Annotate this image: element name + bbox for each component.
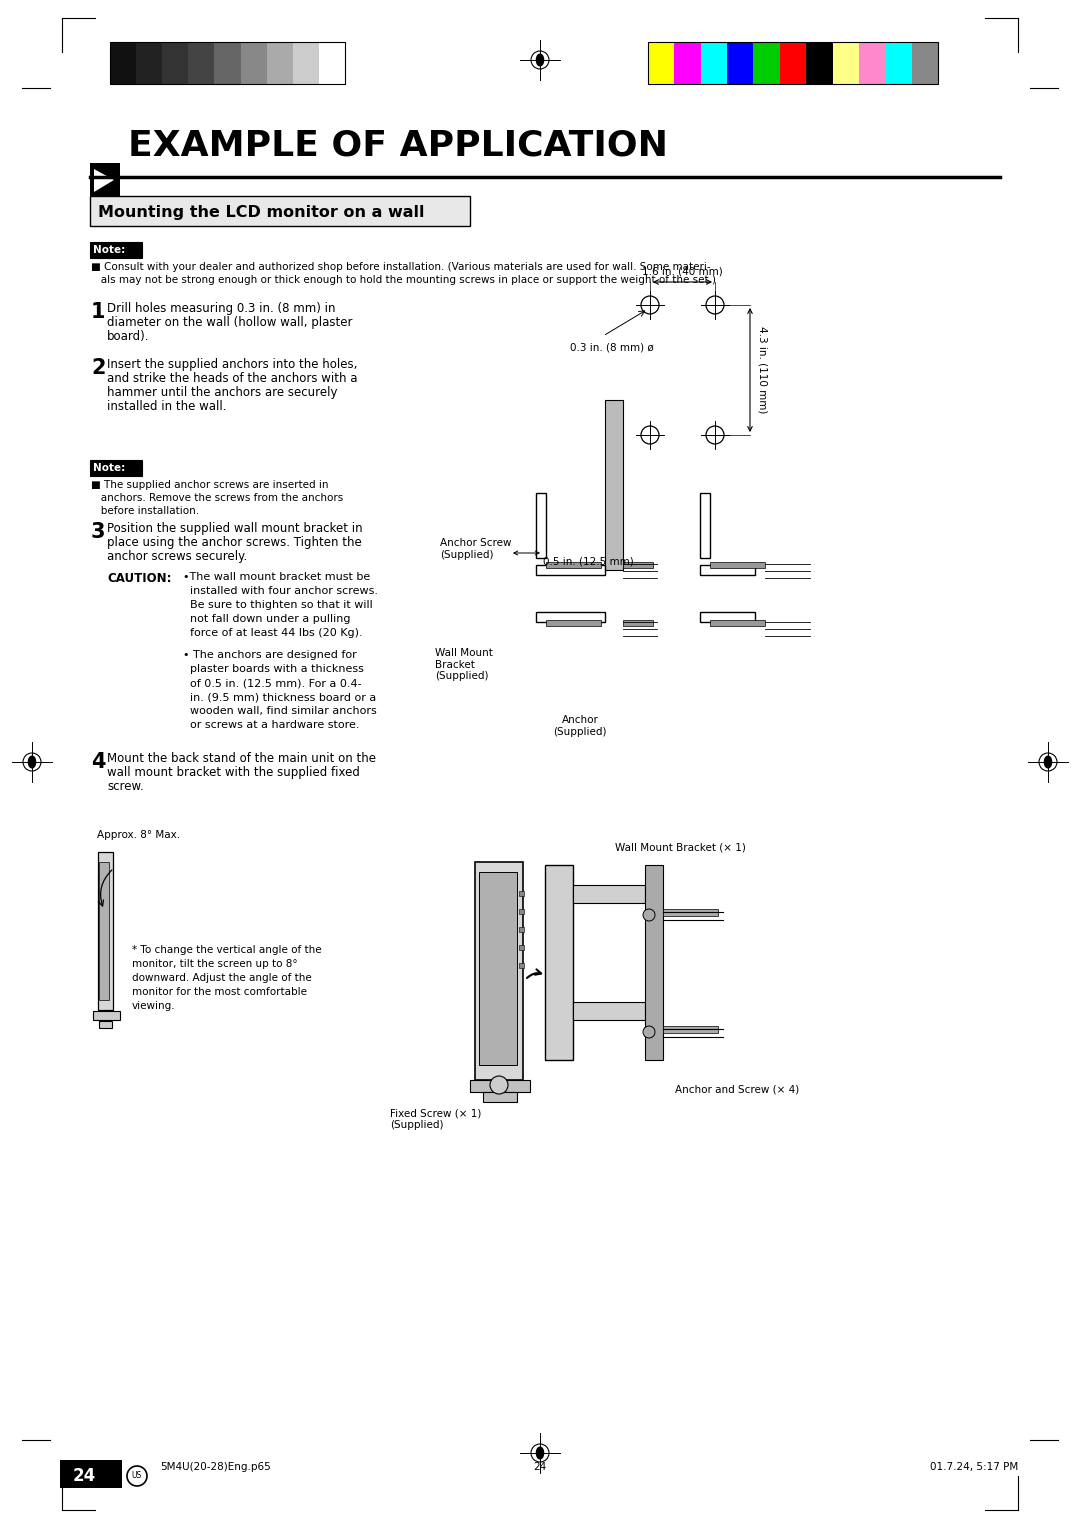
- Polygon shape: [94, 170, 114, 193]
- Text: Drill holes measuring 0.3 in. (8 mm) in: Drill holes measuring 0.3 in. (8 mm) in: [107, 303, 336, 315]
- Text: Insert the supplied anchors into the holes,: Insert the supplied anchors into the hol…: [107, 358, 357, 371]
- Bar: [475, 862, 523, 1080]
- Bar: [912, 41, 939, 84]
- Bar: [536, 494, 546, 558]
- Text: monitor for the most comfortable: monitor for the most comfortable: [132, 987, 307, 996]
- Circle shape: [643, 909, 654, 921]
- Text: 2: 2: [91, 358, 106, 377]
- Text: anchors. Remove the screws from the anchors: anchors. Remove the screws from the anch…: [91, 494, 343, 503]
- Bar: [546, 562, 600, 568]
- Text: Note:: Note:: [93, 463, 125, 474]
- Text: 5M4U(20-28)Eng.p65: 5M4U(20-28)Eng.p65: [160, 1462, 271, 1471]
- Bar: [700, 494, 710, 558]
- Text: Anchor
(Supplied): Anchor (Supplied): [553, 715, 607, 736]
- Bar: [700, 565, 755, 575]
- Text: als may not be strong enough or thick enough to hold the mounting screws in plac: als may not be strong enough or thick en…: [91, 275, 716, 286]
- Bar: [267, 41, 293, 84]
- Bar: [886, 41, 912, 84]
- Bar: [110, 41, 136, 84]
- Bar: [519, 944, 524, 950]
- Text: before installation.: before installation.: [91, 506, 199, 516]
- Text: monitor, tilt the screen up to 8°: monitor, tilt the screen up to 8°: [132, 960, 298, 969]
- Bar: [519, 927, 524, 932]
- Text: 1: 1: [91, 303, 106, 322]
- Bar: [663, 1025, 718, 1033]
- Text: not fall down under a pulling: not fall down under a pulling: [183, 614, 351, 623]
- Bar: [93, 1012, 120, 1021]
- Ellipse shape: [28, 756, 36, 769]
- Bar: [90, 163, 120, 199]
- Text: or screws at a hardware store.: or screws at a hardware store.: [183, 720, 360, 730]
- Text: Anchor Screw
(Supplied): Anchor Screw (Supplied): [440, 538, 512, 559]
- Text: Mounting the LCD monitor on a wall: Mounting the LCD monitor on a wall: [98, 205, 424, 220]
- Text: 24: 24: [73, 1467, 96, 1485]
- Bar: [110, 41, 345, 84]
- Bar: [90, 196, 470, 226]
- Text: screw.: screw.: [107, 779, 144, 793]
- Text: 24: 24: [534, 1462, 546, 1471]
- Bar: [674, 41, 701, 84]
- Bar: [99, 862, 109, 999]
- Text: Wall Mount
Bracket
(Supplied): Wall Mount Bracket (Supplied): [435, 648, 492, 681]
- Bar: [536, 613, 605, 622]
- Text: Approx. 8° Max.: Approx. 8° Max.: [97, 830, 180, 840]
- Text: anchor screws securely.: anchor screws securely.: [107, 550, 247, 562]
- Bar: [780, 41, 806, 84]
- Bar: [136, 41, 162, 84]
- Ellipse shape: [1044, 756, 1052, 769]
- Bar: [623, 620, 653, 626]
- Bar: [605, 400, 623, 570]
- Text: 0.3 in. (8 mm) ø: 0.3 in. (8 mm) ø: [570, 342, 653, 351]
- Text: CAUTION:: CAUTION:: [107, 571, 172, 585]
- Text: ■ Consult with your dealer and authorized shop before installation. (Various mat: ■ Consult with your dealer and authorize…: [91, 261, 711, 272]
- Bar: [99, 1021, 112, 1028]
- Text: Mount the back stand of the main unit on the: Mount the back stand of the main unit on…: [107, 752, 376, 766]
- Text: place using the anchor screws. Tighten the: place using the anchor screws. Tighten t…: [107, 536, 362, 549]
- Text: EXAMPLE OF APPLICATION: EXAMPLE OF APPLICATION: [129, 128, 669, 162]
- Bar: [727, 41, 754, 84]
- Text: viewing.: viewing.: [132, 1001, 176, 1012]
- Bar: [701, 41, 727, 84]
- Bar: [162, 41, 188, 84]
- Bar: [710, 620, 765, 626]
- Bar: [623, 562, 653, 568]
- Text: Fixed Screw (× 1)
(Supplied): Fixed Screw (× 1) (Supplied): [390, 1108, 482, 1129]
- Text: plaster boards with a thickness: plaster boards with a thickness: [183, 665, 364, 674]
- Text: US: US: [132, 1471, 143, 1481]
- Bar: [710, 562, 765, 568]
- Bar: [700, 613, 755, 622]
- Bar: [648, 41, 939, 84]
- Text: 1.6 in. (40 mm): 1.6 in. (40 mm): [643, 267, 723, 277]
- Bar: [215, 41, 241, 84]
- Text: hammer until the anchors are securely: hammer until the anchors are securely: [107, 387, 337, 399]
- Text: * To change the vertical angle of the: * To change the vertical angle of the: [132, 944, 322, 955]
- Text: force of at least 44 lbs (20 Kg).: force of at least 44 lbs (20 Kg).: [183, 628, 363, 639]
- Circle shape: [643, 1025, 654, 1038]
- Circle shape: [490, 1076, 508, 1094]
- Text: 4.3 in. (110 mm): 4.3 in. (110 mm): [758, 327, 768, 414]
- Bar: [545, 865, 573, 1060]
- Bar: [806, 41, 833, 84]
- Bar: [90, 241, 141, 258]
- Text: installed in the wall.: installed in the wall.: [107, 400, 227, 413]
- Bar: [648, 41, 674, 84]
- Bar: [663, 909, 718, 915]
- Text: Anchor and Screw (× 4): Anchor and Screw (× 4): [675, 1085, 799, 1096]
- Text: •The wall mount bracket must be: •The wall mount bracket must be: [183, 571, 370, 582]
- Text: 0.5 in. (12.5 mm): 0.5 in. (12.5 mm): [543, 558, 634, 567]
- Text: wooden wall, find similar anchors: wooden wall, find similar anchors: [183, 706, 377, 717]
- Bar: [470, 1080, 530, 1093]
- Text: 3: 3: [91, 523, 106, 542]
- Bar: [573, 1002, 645, 1021]
- Bar: [519, 909, 524, 914]
- Text: in. (9.5 mm) thickness board or a: in. (9.5 mm) thickness board or a: [183, 692, 376, 701]
- Bar: [859, 41, 886, 84]
- Text: downward. Adjust the angle of the: downward. Adjust the angle of the: [132, 973, 312, 983]
- Bar: [188, 41, 215, 84]
- Bar: [60, 1459, 122, 1488]
- Bar: [519, 963, 524, 969]
- Text: ■ The supplied anchor screws are inserted in: ■ The supplied anchor screws are inserte…: [91, 480, 328, 490]
- Bar: [645, 865, 663, 1060]
- Bar: [293, 41, 319, 84]
- Bar: [241, 41, 267, 84]
